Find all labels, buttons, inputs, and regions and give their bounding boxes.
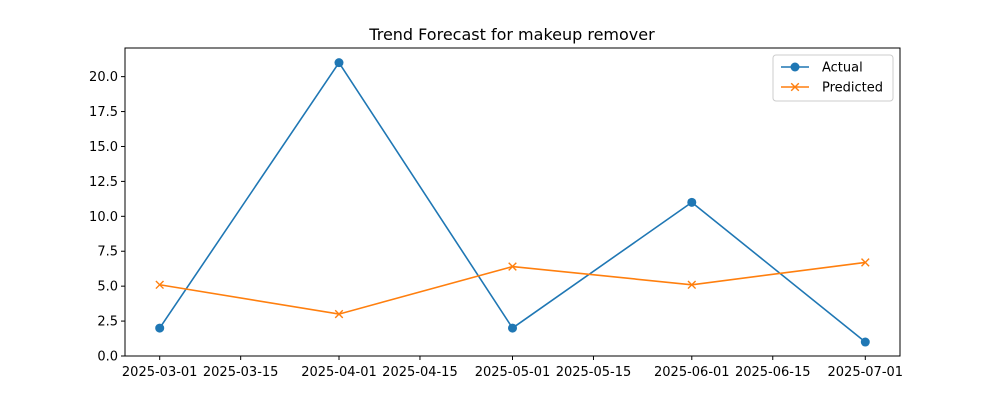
data-point-actual bbox=[687, 197, 697, 207]
data-point-predicted bbox=[155, 280, 164, 290]
data-point-predicted bbox=[861, 258, 870, 267]
legend-marker-predicted bbox=[790, 82, 800, 92]
legend-marker-actual bbox=[790, 62, 800, 72]
y-tick-label: 7.5 bbox=[97, 245, 118, 260]
x-tick-label: 2025-04-15 bbox=[382, 365, 458, 380]
legend: Actual Predicted bbox=[772, 54, 894, 102]
x-tick-label: 2025-04-01 bbox=[301, 365, 377, 380]
y-tick-label: 0.0 bbox=[97, 350, 118, 365]
y-tick-label: 10.0 bbox=[89, 210, 118, 225]
x-tick-label: 2025-07-01 bbox=[828, 365, 904, 380]
legend-label-predicted: Predicted bbox=[822, 81, 883, 96]
x-tick-label: 2025-03-01 bbox=[122, 365, 198, 380]
x-marker-stroke bbox=[334, 309, 344, 319]
y-tick-label: 17.5 bbox=[89, 105, 118, 120]
x-marker-stroke bbox=[687, 280, 697, 290]
x-marker-stroke bbox=[861, 258, 870, 267]
data-point-predicted bbox=[687, 280, 697, 290]
axes: 0.0 2.5 5.0 7.5 10.0 12.5 15.0 17.5 20.0 2025-03-… bbox=[89, 47, 904, 380]
x-tick-label: 2025-03-15 bbox=[203, 365, 279, 380]
data-point-actual bbox=[860, 337, 870, 347]
x-marker-stroke bbox=[155, 280, 164, 290]
x-tick-label: 2025-06-01 bbox=[654, 365, 730, 380]
y-tick-label: 15.0 bbox=[89, 140, 118, 155]
x-tick-label: 2025-05-01 bbox=[475, 365, 551, 380]
x-tick-label: 2025-05-15 bbox=[556, 365, 632, 380]
plot-area bbox=[155, 58, 870, 347]
y-tick-label: 2.5 bbox=[97, 315, 118, 330]
data-point-actual bbox=[508, 323, 517, 333]
y-tick-label: 20.0 bbox=[89, 70, 118, 85]
legend-label-actual: Actual bbox=[822, 61, 863, 76]
data-point-predicted bbox=[334, 309, 344, 319]
series-line-predicted bbox=[159, 261, 866, 315]
y-tick-label: 5.0 bbox=[97, 280, 118, 295]
x-tick-label: 2025-06-15 bbox=[735, 365, 811, 380]
data-point-predicted bbox=[508, 262, 517, 271]
chart-title: Trend Forecast for makeup remover bbox=[368, 25, 655, 44]
data-point-actual bbox=[155, 323, 165, 333]
x-marker-stroke bbox=[508, 262, 517, 271]
data-point-actual bbox=[334, 58, 344, 68]
series-line-actual bbox=[159, 61, 866, 343]
x-marker-stroke bbox=[790, 82, 800, 92]
y-tick-label: 12.5 bbox=[89, 175, 118, 190]
